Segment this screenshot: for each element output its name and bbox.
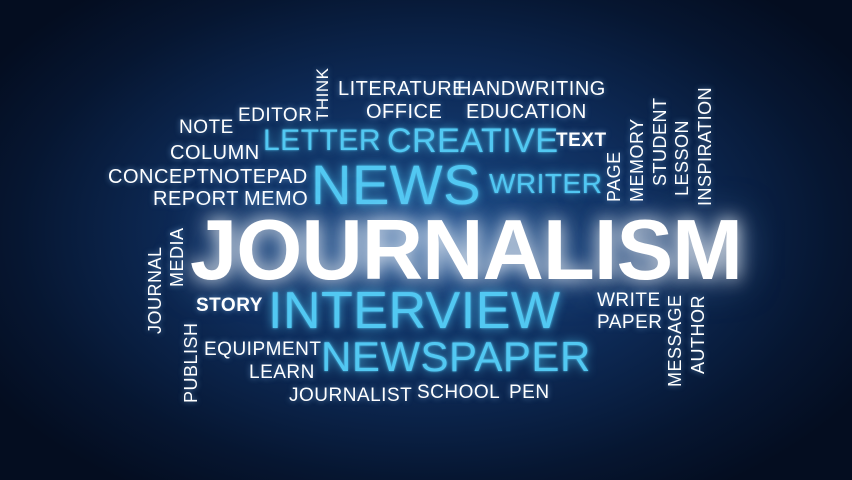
word-notepad: NOTEPAD — [209, 166, 308, 188]
word-paper: PAPER — [597, 312, 663, 333]
word-school: SCHOOL — [417, 382, 501, 403]
word-author: AUTHOR — [688, 295, 708, 374]
word-journal: JOURNAL — [145, 246, 165, 334]
word-news: NEWS — [311, 153, 481, 216]
word-creative: CREATIVE — [387, 122, 559, 160]
word-publish: PUBLISH — [181, 322, 201, 403]
word-concept: CONCEPT — [108, 166, 210, 188]
word-text: TEXT — [556, 130, 607, 151]
word-lesson: LESSON — [672, 119, 692, 196]
word-memo: MEMO — [244, 188, 309, 210]
word-think: THINK — [313, 67, 332, 122]
word-column: COLUMN — [170, 142, 260, 164]
word-equipment: EQUIPMENT — [204, 339, 322, 360]
word-education: EDUCATION — [466, 101, 587, 123]
word-journalist: JOURNALIST — [289, 385, 413, 406]
word-report: REPORT — [153, 188, 239, 210]
word-write: WRITE — [597, 290, 661, 311]
word-letter: LETTER — [263, 124, 382, 157]
word-literature: LITERATURE — [338, 78, 466, 100]
word-inspiration: INSPIRATION — [695, 86, 715, 206]
word-learn: LEARN — [249, 362, 315, 383]
word-message: MESSAGE — [665, 294, 685, 387]
word-writer: WRITER — [489, 168, 603, 199]
word-story: STORY — [196, 295, 263, 316]
word-office: OFFICE — [366, 101, 443, 123]
word-student: STUDENT — [650, 97, 670, 187]
word-journalism: JOURNALISM — [190, 203, 743, 298]
word-interview: INTERVIEW — [268, 282, 561, 340]
word-media: MEDIA — [167, 227, 187, 287]
word-editor: EDITOR — [238, 105, 313, 126]
word-page: PAGE — [604, 151, 624, 202]
word-handwriting: HANDWRITING — [457, 78, 606, 100]
word-newspaper: NEWSPAPER — [321, 333, 591, 380]
word-pen: PEN — [509, 382, 550, 403]
word-note: NOTE — [179, 117, 234, 138]
word-memory: MEMORY — [627, 118, 647, 202]
